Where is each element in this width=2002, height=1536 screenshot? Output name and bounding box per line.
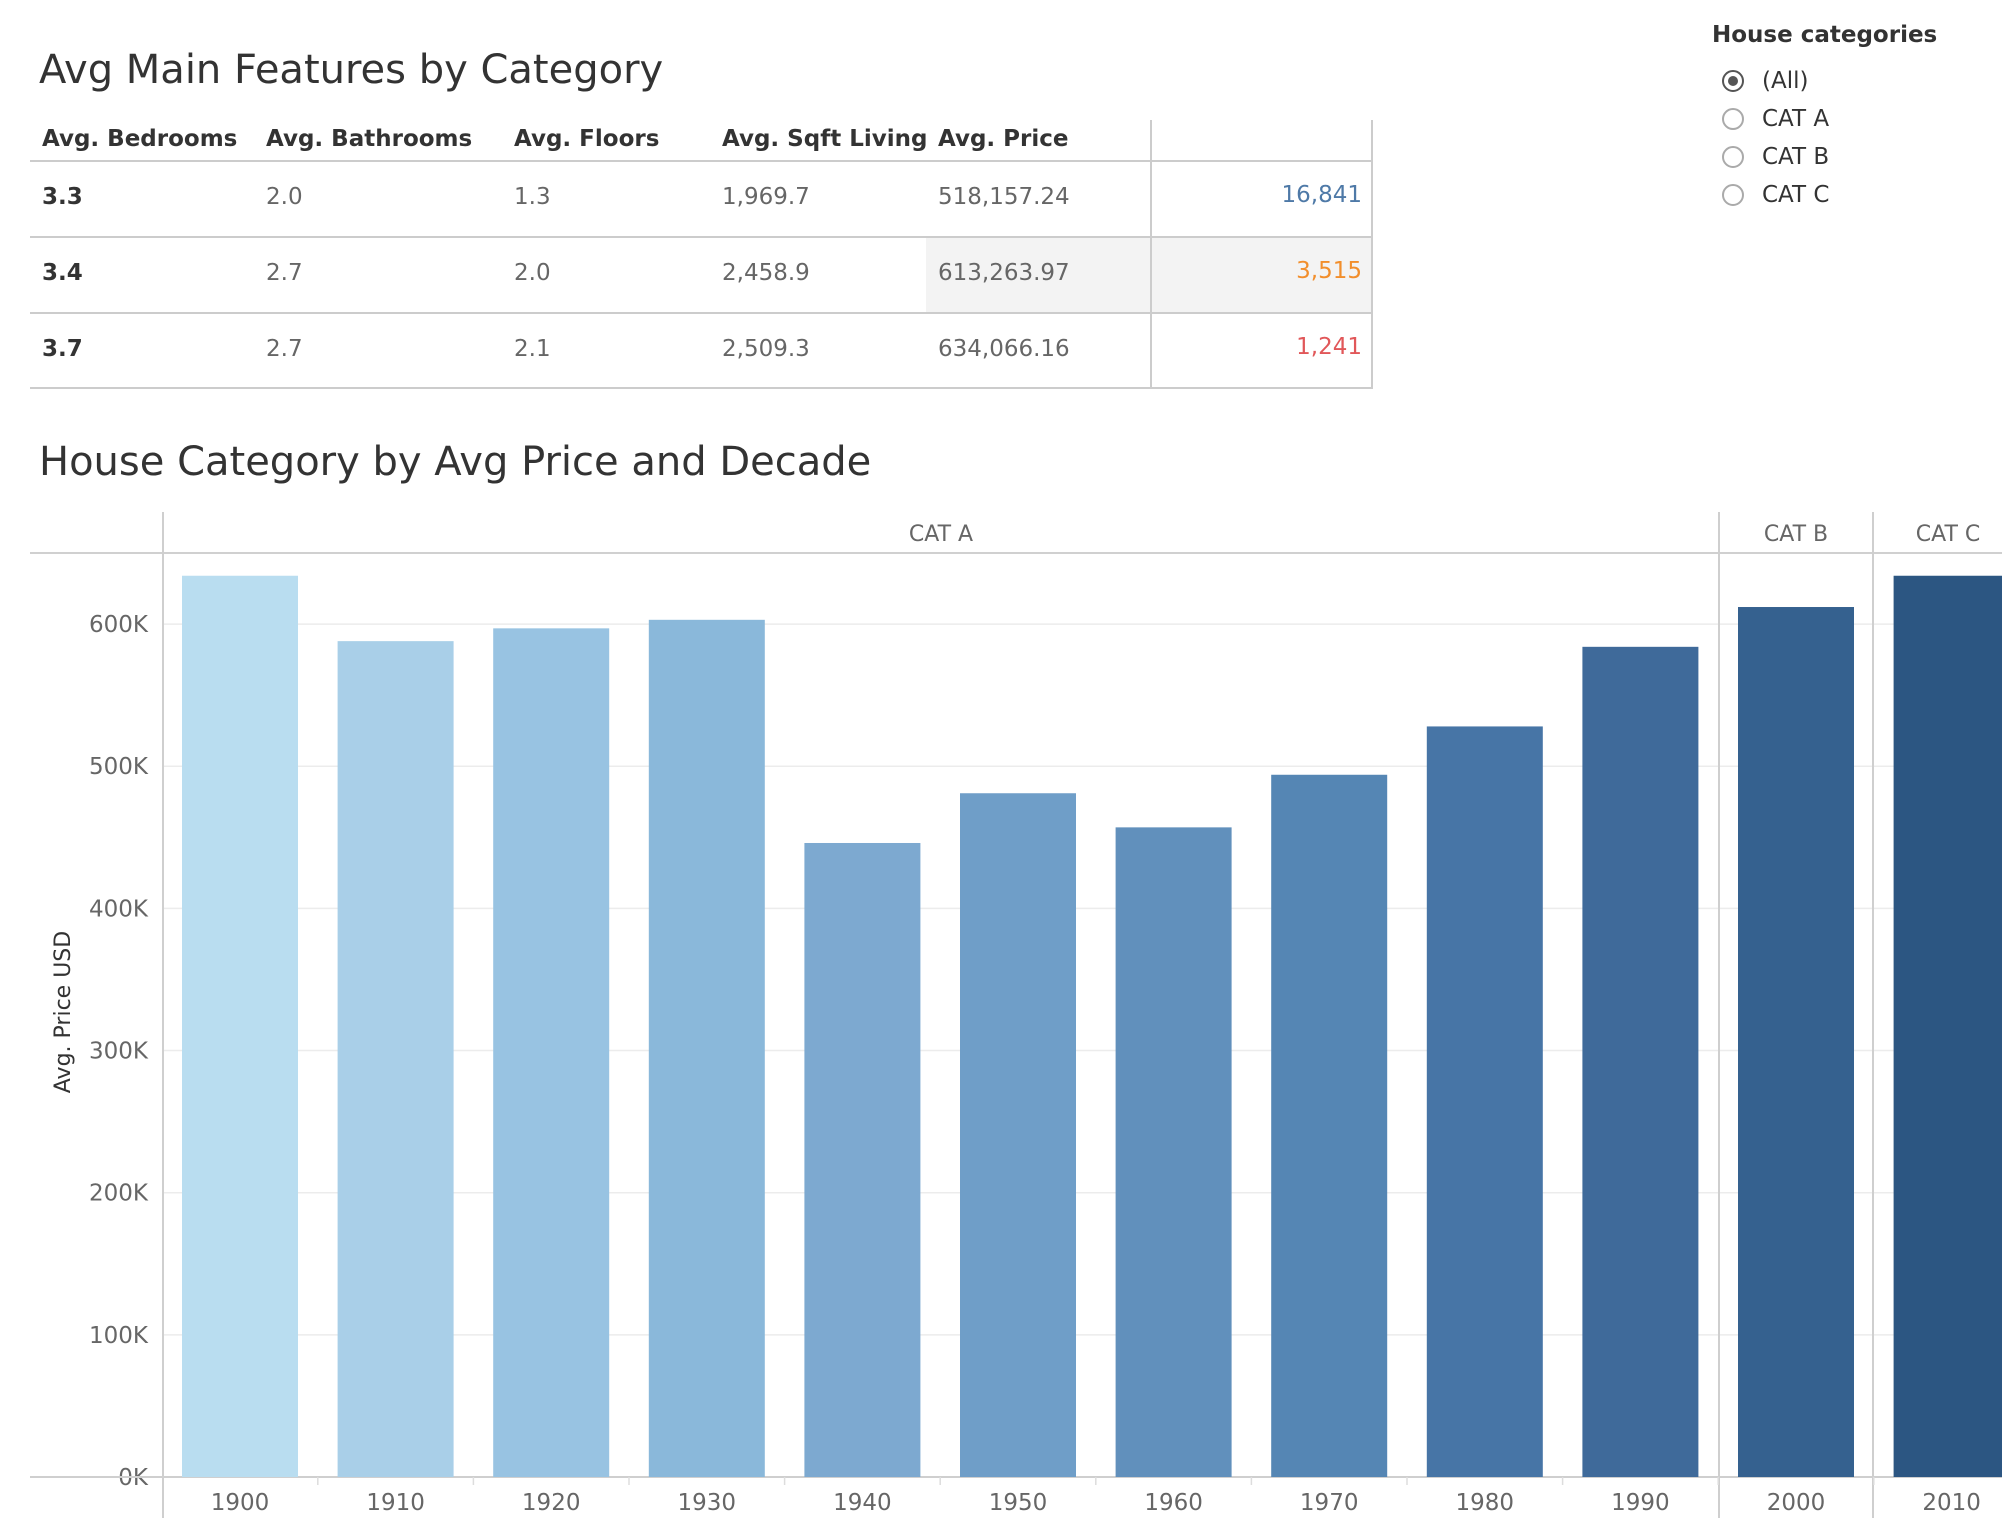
header-avg-price: Avg. Price: [938, 126, 1069, 152]
x-tick-label: 1990: [1611, 1490, 1670, 1516]
bar: [960, 793, 1076, 1477]
x-tick-label: 1980: [1456, 1490, 1515, 1516]
panel-header-label: CAT C: [1916, 522, 1981, 547]
cell-floors: 2.1: [514, 336, 551, 362]
bar: [648, 619, 765, 1477]
panel-header-label: CAT B: [1764, 522, 1828, 547]
radio-option-cat-c[interactable]: CAT C: [1722, 179, 1829, 211]
y-axis-label: Avg. Price USD: [51, 931, 76, 1093]
table-column-divider: [1150, 120, 1152, 388]
highlight-cell-count: [1151, 237, 1371, 313]
x-tick-label: 2000: [1767, 1490, 1826, 1516]
table-right-border: [1371, 120, 1373, 388]
cell-sqft: 2,458.9: [722, 260, 810, 286]
x-tick-label: 1920: [522, 1490, 581, 1516]
radio-icon[interactable]: [1722, 70, 1744, 92]
cell-count: 1,241: [1296, 334, 1362, 360]
y-tick-label: 200K: [89, 1181, 149, 1207]
cell-price: 613,263.97: [938, 260, 1070, 286]
panel-header-label: CAT A: [909, 522, 973, 547]
bar: [182, 575, 298, 1477]
x-tick-label: 2010: [1922, 1490, 1981, 1516]
radio-label: (All): [1762, 68, 1809, 94]
cell-bedrooms: 3.3: [42, 184, 83, 210]
header-avg-sqft-living: Avg. Sqft Living: [722, 126, 928, 152]
y-tick-label: 0K: [118, 1465, 149, 1491]
x-tick-label: 1960: [1144, 1490, 1203, 1516]
cell-sqft: 2,509.3: [722, 336, 810, 362]
chart-title: House Category by Avg Price and Decade: [39, 439, 872, 485]
table-row-divider: [30, 312, 1373, 314]
y-tick-label: 100K: [89, 1323, 149, 1349]
cell-count: 16,841: [1281, 182, 1362, 208]
x-tick-label: 1910: [366, 1490, 425, 1516]
cell-sqft: 1,969.7: [722, 184, 810, 210]
table-header-divider: [30, 160, 1373, 162]
cell-bathrooms: 2.7: [266, 260, 303, 286]
cell-bathrooms: 2.7: [266, 336, 303, 362]
table-title: Avg Main Features by Category: [39, 47, 664, 93]
cell-bedrooms: 3.4: [42, 260, 83, 286]
bar: [337, 641, 454, 1477]
bar: [1738, 607, 1854, 1477]
cell-count: 3,515: [1296, 258, 1362, 284]
filter-title: House categories: [1712, 22, 1938, 48]
header-avg-bedrooms: Avg. Bedrooms: [42, 126, 238, 152]
x-tick-label: 1970: [1300, 1490, 1359, 1516]
x-tick-label: 1950: [989, 1490, 1048, 1516]
radio-label: CAT C: [1762, 182, 1830, 208]
cell-price: 634,066.16: [938, 336, 1070, 362]
bar: [804, 842, 921, 1477]
radio-option-cat-a[interactable]: CAT A: [1722, 103, 1829, 135]
bar: [1582, 646, 1699, 1477]
radio-option-cat-b[interactable]: CAT B: [1722, 141, 1829, 173]
bar: [1271, 774, 1388, 1477]
highlight-cell-price: [926, 237, 1151, 313]
y-tick-label: 400K: [89, 896, 149, 922]
cell-bathrooms: 2.0: [266, 184, 303, 210]
radio-icon[interactable]: [1722, 146, 1744, 168]
cell-price: 518,157.24: [938, 184, 1070, 210]
header-avg-floors: Avg. Floors: [514, 126, 660, 152]
radio-label: CAT B: [1762, 144, 1830, 170]
table-bottom-border: [30, 387, 1373, 389]
x-tick-label: 1930: [678, 1490, 737, 1516]
radio-icon[interactable]: [1722, 108, 1744, 130]
bar: [1893, 575, 2002, 1477]
y-tick-label: 500K: [89, 754, 149, 780]
header-avg-bathrooms: Avg. Bathrooms: [266, 126, 473, 152]
bar: [493, 628, 610, 1477]
bar: [1426, 726, 1543, 1477]
table-row-divider: [30, 236, 1373, 238]
x-tick-label: 1900: [211, 1490, 270, 1516]
cell-floors: 2.0: [514, 260, 551, 286]
x-tick-label: 1940: [833, 1490, 892, 1516]
bar: [1115, 827, 1232, 1477]
radio-icon[interactable]: [1722, 184, 1744, 206]
cell-bedrooms: 3.7: [42, 336, 83, 362]
radio-label: CAT A: [1762, 106, 1830, 132]
y-tick-label: 600K: [89, 612, 149, 638]
y-tick-label: 300K: [89, 1039, 149, 1065]
cell-floors: 1.3: [514, 184, 551, 210]
radio-option-all[interactable]: (All): [1722, 65, 1808, 97]
